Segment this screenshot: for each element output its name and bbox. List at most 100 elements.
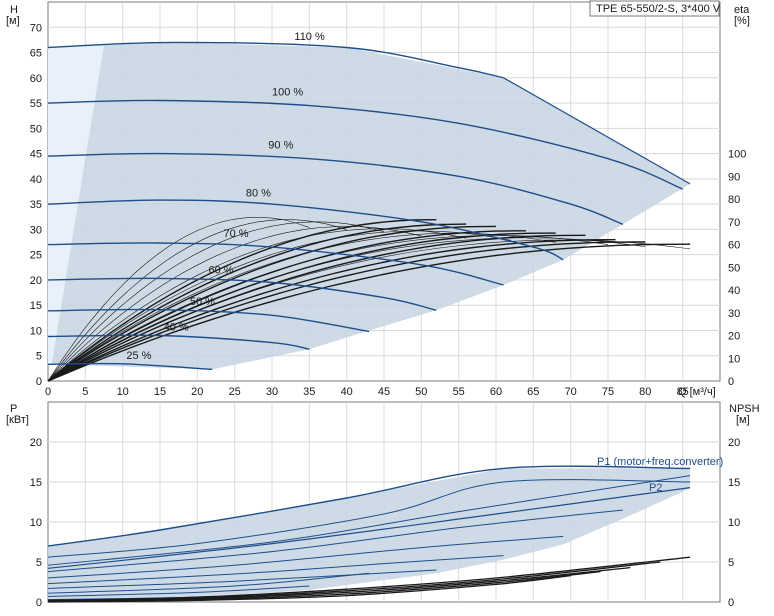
x-tick-label: 60 xyxy=(490,386,502,398)
y-left-tick-label: 40 xyxy=(30,174,42,186)
x-tick-label: 50 xyxy=(415,386,427,398)
head-curve xyxy=(47,99,683,190)
x-tick-label: 85 xyxy=(677,386,689,398)
y-left-tick-label: 0 xyxy=(36,376,42,388)
head-curve xyxy=(47,41,504,79)
head-curve xyxy=(47,308,370,333)
p2-curve xyxy=(47,487,691,569)
y-right-tick-label: 70 xyxy=(728,217,740,229)
speed-label: 90 % xyxy=(268,140,293,152)
y-left-label-h: H xyxy=(10,4,18,16)
y-right-tick-label: 30 xyxy=(728,308,740,320)
y-left-tick-label: 70 xyxy=(30,22,42,34)
y-left-tick-label: 55 xyxy=(30,98,42,110)
head-curve xyxy=(47,199,564,261)
npsh-curve xyxy=(47,561,661,602)
y-left-tick-label: 35 xyxy=(30,199,42,211)
x-tick-label: 15 xyxy=(154,386,166,398)
npsh-curve xyxy=(47,570,601,602)
y-right-tick-label: 80 xyxy=(728,194,740,206)
x-tick-label: 10 xyxy=(117,386,129,398)
efficiency-curve xyxy=(47,225,497,382)
max-power-boundary xyxy=(503,77,691,185)
power-curve xyxy=(47,585,310,597)
y-right-tick-label: 90 xyxy=(728,171,740,183)
efficiency-curve xyxy=(47,243,691,382)
y-right-tick-label: 10 xyxy=(728,353,740,365)
speed-label: 80 % xyxy=(246,188,271,200)
y-left-unit-h: [м] xyxy=(6,15,20,27)
head-curve xyxy=(47,152,624,225)
y-right-unit-eta: [%] xyxy=(734,15,750,27)
x-tick-label: 20 xyxy=(191,386,203,398)
speed-label: 110 % xyxy=(294,31,325,43)
operating-areas xyxy=(48,42,691,602)
x-tick-label: 55 xyxy=(453,386,465,398)
y-right-tick-label: 0 xyxy=(728,376,734,388)
p-tick-label: 15 xyxy=(30,477,42,489)
y-right-tick-label: 50 xyxy=(728,262,740,274)
axis-ticks: 0 5 10 15 20 25 30 35 40 45 50 55 60 65 70 75 80 85051015… xyxy=(30,22,747,609)
title-box-frame xyxy=(589,0,720,17)
npsh-tick-label: 15 xyxy=(728,477,740,489)
efficiency-curve xyxy=(47,219,437,382)
x-tick-label: 0 xyxy=(45,386,51,398)
y-left-tick-label: 45 xyxy=(30,149,42,161)
efficiency-curve xyxy=(47,241,646,382)
power-curve xyxy=(47,569,437,589)
y-right-label-eta: eta xyxy=(734,4,750,16)
y-left-tick-label: 5 xyxy=(36,351,42,363)
power-curve xyxy=(47,479,691,558)
y-right-tick-label: 20 xyxy=(728,331,740,343)
x-axis-label: Q [м³/ч] xyxy=(678,386,716,398)
x-tick-label: 5 xyxy=(82,386,88,398)
npsh-curve xyxy=(47,574,571,603)
npsh-tick-label: 20 xyxy=(728,437,740,449)
speed-label: 100 % xyxy=(272,87,303,99)
efficiency-thin-curve xyxy=(47,226,422,382)
y-right-tick-label: 40 xyxy=(728,285,740,297)
efficiency-thin-curve xyxy=(47,230,511,382)
y-left-tick-label: 30 xyxy=(30,224,42,236)
head-curve xyxy=(47,277,437,311)
y-left-tick-label: 15 xyxy=(30,300,42,312)
y-left-tick-label: 10 xyxy=(30,326,42,338)
p-tick-label: 5 xyxy=(36,557,42,569)
y-left-tick-label: 65 xyxy=(30,48,42,60)
y-right-tick-label: 100 xyxy=(728,149,746,161)
x-tick-label: 65 xyxy=(527,386,539,398)
y-left-tick-label: 20 xyxy=(30,275,42,287)
npsh-tick-label: 0 xyxy=(728,597,734,609)
chart-title: TPE 65-550/2-S, 3*400 V xyxy=(596,3,721,15)
efficiency-thin-curve xyxy=(47,219,347,382)
x-tick-label: 30 xyxy=(266,386,278,398)
y-right-unit-npsh: [м] xyxy=(736,414,750,426)
p-tick-label: 10 xyxy=(30,517,42,529)
speed-percent-labels: 110 % 100 % 90 % 80 % 70 % 60 % 50 % 40 % 25 % xyxy=(126,31,325,362)
power-curve xyxy=(47,555,504,585)
y-left-label-p: P xyxy=(10,403,17,415)
p1-label: P1 (motor+freq.converter) xyxy=(597,456,723,468)
speed-label: 40 % xyxy=(164,322,189,334)
speed-label: 25 % xyxy=(126,350,151,362)
head-curve xyxy=(47,362,213,371)
speed-label: 70 % xyxy=(224,228,249,240)
speed-label: 60 % xyxy=(209,264,234,276)
y-left-tick-label: 25 xyxy=(30,250,42,262)
p1-curve xyxy=(47,465,691,547)
npsh-tick-label: 5 xyxy=(728,557,734,569)
x-tick-label: 35 xyxy=(303,386,315,398)
power-curve xyxy=(47,572,370,594)
x-tick-label: 70 xyxy=(565,386,577,398)
p2-label: P2 xyxy=(649,482,662,494)
head-curve xyxy=(47,242,504,286)
npsh-tick-label: 10 xyxy=(728,517,740,529)
y-left-tick-label: 60 xyxy=(30,73,42,85)
head-curves xyxy=(47,41,691,371)
speed-label: 50 % xyxy=(190,296,215,308)
y-right-label-npsh: NPSH xyxy=(729,403,760,415)
y-left-tick-label: 50 xyxy=(30,123,42,135)
x-tick-label: 45 xyxy=(378,386,390,398)
operating-area xyxy=(48,42,691,370)
